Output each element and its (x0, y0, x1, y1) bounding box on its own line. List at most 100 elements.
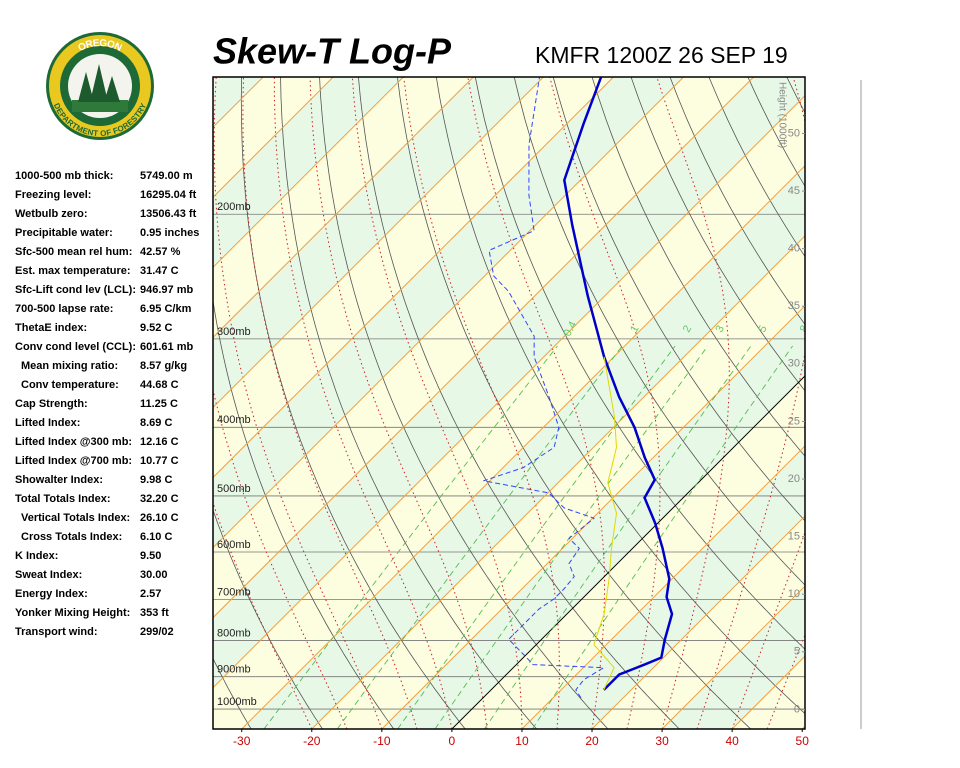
isotherm (213, 77, 614, 479)
mixing-ratio-line (484, 345, 752, 729)
dry-adiabat (513, 77, 805, 586)
index-value: 9.52 C (140, 322, 172, 334)
height-tick-label: 35 (788, 300, 800, 312)
dry-adiabat (474, 77, 805, 650)
index-label: Cap Strength: (15, 398, 88, 410)
index-label: ThetaE index: (15, 322, 87, 334)
pressure-label: 200mb (217, 201, 251, 213)
dry-adiabat (213, 657, 252, 729)
dry-adiabat (786, 77, 805, 114)
index-value: 31.47 C (140, 265, 179, 277)
plot-frame (212, 76, 806, 730)
dry-adiabat (319, 77, 609, 729)
dry-adiabat (902, 75, 960, 729)
mixing-ratio-label: 2 (681, 323, 694, 334)
index-label: Lifted Index @700 mb: (15, 455, 132, 467)
index-value: 16295.04 ft (140, 189, 197, 201)
dry-adiabat (240, 77, 466, 729)
height-tick-label: 45 (788, 185, 800, 197)
temperature-band (802, 726, 805, 729)
index-value: 353 ft (140, 607, 169, 619)
index-value: 32.20 C (140, 493, 179, 505)
index-value: 42.57 % (140, 246, 181, 258)
height-tick-label: 25 (788, 415, 800, 427)
index-label: Transport wind: (15, 626, 98, 638)
index-label: K Index: (15, 550, 58, 562)
mixing-ratio-label: 8 (798, 323, 811, 334)
isotherm (381, 305, 805, 729)
moist-adiabat (549, 77, 661, 729)
plot-area: 0.4 1 2 3 5 8 (213, 75, 960, 729)
index-value: 30.00 (140, 569, 168, 581)
index-value: 8.57 g/kg (140, 360, 187, 372)
index-value: 6.10 C (140, 531, 172, 543)
index-label: Conv temperature: (21, 379, 119, 391)
profile-line (593, 356, 617, 691)
dry-adiabat (280, 77, 537, 729)
index-label: Freezing level: (15, 189, 91, 201)
moist-adiabat (656, 77, 730, 729)
dry-adiabat (630, 77, 805, 392)
index-label: Mean mixing ratio: (21, 360, 118, 372)
isotherm (311, 235, 805, 729)
height-tick-label: 50 (788, 127, 800, 139)
isotherm (521, 445, 805, 729)
isotherm (213, 77, 334, 198)
x-tick-label: 10 (515, 734, 529, 748)
moist-adiabat (309, 77, 488, 729)
index-label: Vertical Totals Index: (21, 512, 130, 524)
mixing-ratio-label: 1 (628, 323, 641, 334)
isotherm (213, 77, 684, 549)
index-label: Lifted Index: (15, 417, 80, 429)
logo: OREGON DEPARTMENT OF FORESTRY (46, 32, 154, 140)
index-label: 1000-500 mb thick: (15, 170, 113, 182)
moist-adiabat (731, 531, 805, 729)
isotherm (801, 725, 805, 729)
index-value: 9.98 C (140, 474, 172, 486)
index-label: Cross Totals Index: (21, 531, 122, 543)
height-tick-label: 0 (794, 703, 800, 715)
indices-table: 1000-500 mb thick: 5749.00 m Freezing leve… (15, 170, 199, 638)
index-value: 26.10 C (140, 512, 179, 524)
index-label: Conv cond level (CCL): (15, 341, 136, 353)
temperature-band (213, 77, 805, 688)
height-tick-label: 20 (788, 473, 800, 485)
pressure-label: 900mb (217, 664, 251, 676)
moist-adiabat (273, 77, 453, 729)
dry-adiabat (358, 77, 680, 729)
index-value: 8.69 C (140, 417, 172, 429)
height-axis-label: Height (1000ft) (776, 82, 787, 148)
x-tick-label: 20 (585, 734, 599, 748)
mixing-ratio-line (397, 345, 676, 729)
index-value: 11.25 C (140, 398, 178, 410)
x-tick-label: -10 (373, 734, 391, 748)
chart-title: Skew-T Log-P (213, 31, 452, 72)
dry-adiabat (669, 77, 805, 326)
index-label: Total Totals Index: (15, 493, 111, 505)
index-value: 946.97 mb (140, 284, 193, 296)
dry-adiabat (825, 75, 960, 729)
isotherm (661, 585, 805, 729)
index-label: 700-500 lapse rate: (15, 303, 113, 315)
moist-adiabat (351, 77, 523, 729)
index-value: 5749.00 m (140, 170, 193, 182)
pressure-label: 1000mb (217, 696, 257, 708)
index-value: 2.57 (140, 588, 161, 600)
index-label: Precipitable water: (15, 227, 113, 239)
index-label: Est. max temperature: (15, 265, 131, 277)
logo-top: OREGON (76, 37, 123, 53)
dry-adiabat (552, 77, 805, 522)
isotherm (213, 77, 754, 619)
pressure-label: 500mb (217, 483, 251, 495)
index-label: Energy Index: (15, 588, 88, 600)
x-tick-label: 0 (449, 734, 456, 748)
index-value: 9.50 (140, 550, 161, 562)
profile-line (563, 77, 674, 691)
index-label: Lifted Index @300 mb: (15, 436, 132, 448)
isotherm (591, 515, 805, 729)
pressure-label: 400mb (217, 414, 251, 426)
index-value: 6.95 C/km (140, 303, 192, 315)
isotherm (451, 375, 805, 729)
index-value: 299/02 (140, 626, 174, 638)
